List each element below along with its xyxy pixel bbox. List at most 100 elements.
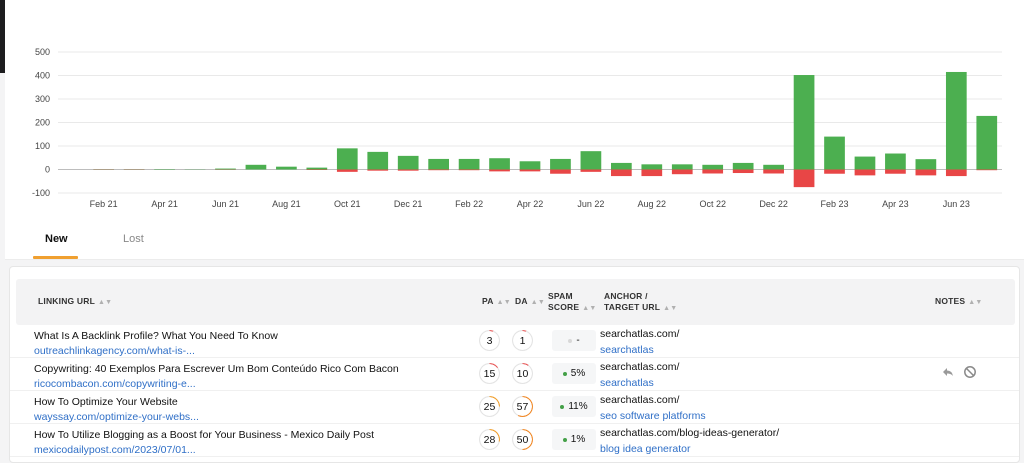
bar-lost[interactable] (367, 169, 389, 171)
sort-icon: ▲▼ (97, 299, 113, 306)
bar-new[interactable] (306, 167, 328, 170)
col-anchor-target[interactable]: ANCHOR / TARGET URL ▲▼ (604, 291, 678, 312)
bar-new[interactable] (641, 164, 663, 170)
pa-score: 28 (479, 429, 500, 450)
x-tick-label: Apr 23 (882, 199, 909, 209)
y-tick-label: 500 (35, 47, 50, 57)
bar-new[interactable] (397, 155, 419, 170)
bar-new[interactable] (671, 164, 693, 170)
x-tick-label: Apr 22 (517, 199, 544, 209)
spam-score: 11% (552, 396, 596, 417)
bar-new[interactable] (702, 164, 724, 170)
anchor-url: searchatlas.com/ (600, 361, 680, 373)
bar-lost[interactable] (336, 169, 358, 172)
bar-new[interactable] (824, 136, 845, 170)
tab-new[interactable]: New (45, 233, 68, 245)
bar-lost[interactable] (550, 169, 571, 174)
x-tick-label: Oct 22 (699, 199, 726, 209)
bar-new[interactable] (428, 158, 449, 170)
bar-lost[interactable] (976, 169, 998, 171)
x-tick-label: Feb 23 (821, 199, 849, 209)
bar-new[interactable] (215, 168, 236, 170)
bar-lost[interactable] (397, 169, 419, 171)
bar-lost[interactable] (611, 169, 632, 177)
bar-new[interactable] (276, 166, 297, 170)
page-title: How To Optimize Your Website (34, 396, 178, 408)
y-tick-label: -100 (32, 188, 50, 198)
bar-lost[interactable] (580, 169, 602, 172)
col-pa[interactable]: PA ▲▼ (482, 296, 511, 306)
spam-dot (562, 371, 567, 376)
col-spam-score[interactable]: SPAM SCORE ▲▼ (548, 291, 597, 312)
backlinks-bar-chart: 500 400 300 200 100 0 -100 Feb 21 Apr 21 Jun 21 Au… (32, 47, 1002, 209)
table-row: Copywriting: 40 Exemplos Para Escrever U… (10, 358, 1019, 391)
bar-new[interactable] (336, 148, 358, 170)
linking-url[interactable]: wayssay.com/optimize-your-webs... (34, 411, 199, 423)
bar-new[interactable] (458, 158, 480, 170)
bar-lost[interactable] (793, 169, 815, 188)
linking-url[interactable]: mexicodailypost.com/2023/07/01... (34, 444, 196, 456)
bar-lost[interactable] (641, 169, 663, 177)
pa-score: 25 (479, 396, 500, 417)
spam-score: - (552, 330, 596, 351)
bar-new[interactable] (519, 161, 541, 170)
target-link[interactable]: seo software platforms (600, 410, 706, 422)
sort-icon: ▲▼ (968, 299, 983, 306)
tab-lost[interactable]: Lost (123, 233, 144, 245)
bar-new[interactable] (367, 151, 389, 170)
x-tick-label: Jun 21 (212, 199, 239, 209)
sort-icon: ▲▼ (530, 299, 545, 306)
bar-new[interactable] (245, 164, 267, 170)
bar-lost[interactable] (702, 169, 724, 174)
reply-icon[interactable] (941, 365, 955, 379)
linking-url[interactable]: ricocombacon.com/copywriting-e... (34, 378, 196, 390)
x-tick-label: Feb 22 (455, 199, 483, 209)
bar-new[interactable] (732, 162, 754, 170)
bar-new[interactable] (793, 75, 815, 170)
bar-lost[interactable] (915, 169, 937, 176)
table-header: LINKING URL ▲▼ PA ▲▼ DA ▲▼ SPAM SCORE ▲▼ ANC… (16, 279, 1015, 325)
bar-new[interactable] (489, 158, 510, 170)
bar-lost[interactable] (854, 169, 876, 176)
target-link[interactable]: blog idea generator (600, 443, 691, 455)
bar-lost[interactable] (428, 169, 449, 171)
bar-lost[interactable] (824, 169, 845, 174)
bar-lost[interactable] (945, 169, 967, 177)
backlinks-chart: 500 400 300 200 100 0 -100 Feb 21 Apr 21 Jun 21 Au… (5, 0, 1024, 216)
col-notes[interactable]: NOTES ▲▼ (935, 296, 983, 306)
bar-lost[interactable] (519, 169, 541, 172)
x-tick-label: Dec 22 (759, 199, 788, 209)
block-icon[interactable] (963, 365, 977, 379)
bar-new[interactable] (763, 164, 784, 170)
bar-lost[interactable] (885, 169, 906, 174)
bar-new[interactable] (611, 162, 632, 170)
bar-new[interactable] (885, 153, 906, 170)
col-da[interactable]: DA ▲▼ (515, 296, 545, 306)
target-link[interactable]: searchatlas (600, 377, 654, 389)
bar-lost[interactable] (732, 169, 754, 174)
linking-url[interactable]: outreachlinkagency.com/what-is-... (34, 345, 195, 357)
bar-lost[interactable] (763, 169, 784, 174)
table-row: How To Utilize Blogging as a Boost for Y… (10, 424, 1019, 457)
target-link[interactable]: searchatlas (600, 344, 654, 356)
x-tick-label: Jun 23 (943, 199, 970, 209)
bar-new[interactable] (854, 156, 876, 170)
spam-dot (568, 338, 573, 343)
bar-new[interactable] (915, 159, 937, 170)
sort-icon: ▲▼ (582, 305, 597, 312)
bar-new[interactable] (550, 158, 571, 170)
y-tick-label: 100 (35, 141, 50, 151)
bar-new[interactable] (945, 71, 967, 170)
bar-new[interactable] (976, 115, 998, 170)
bar-lost[interactable] (671, 169, 693, 175)
y-tick-label: 200 (35, 118, 50, 128)
spam-dot (562, 437, 567, 442)
y-tick-label: 300 (35, 94, 50, 104)
bar-new[interactable] (580, 151, 602, 170)
da-score: 50 (512, 429, 533, 450)
page-title: Copywriting: 40 Exemplos Para Escrever U… (34, 363, 399, 375)
bar-lost[interactable] (489, 169, 510, 172)
anchor-url: searchatlas.com/ (600, 328, 680, 340)
bar-lost[interactable] (458, 169, 480, 171)
col-linking-url[interactable]: LINKING URL ▲▼ (38, 296, 113, 306)
